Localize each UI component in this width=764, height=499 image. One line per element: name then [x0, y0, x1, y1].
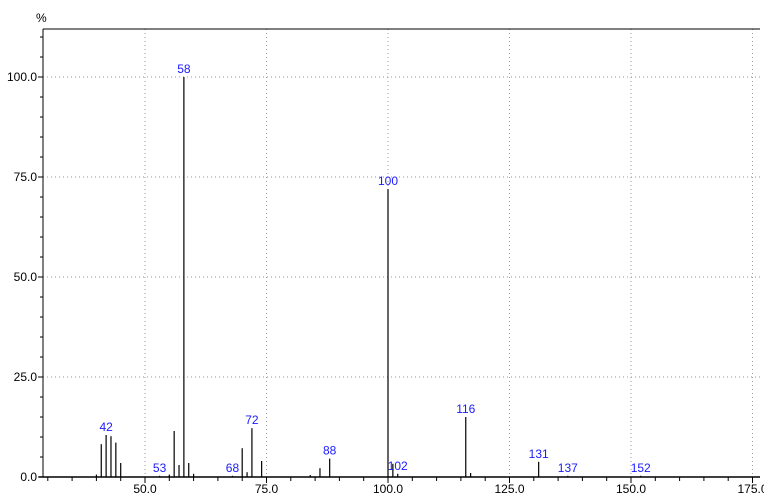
peak-label: 88 — [323, 444, 337, 458]
peak-label: 116 — [456, 402, 475, 416]
peak-label: 102 — [388, 459, 408, 473]
y-tick-label: 0.0 — [20, 470, 37, 484]
y-tick-label: 50.0 — [14, 270, 38, 284]
y-axis-unit-label: % — [36, 11, 47, 25]
spectrum-peaks — [95, 77, 642, 477]
peak-label: 58 — [177, 62, 191, 76]
x-tick-label: 100.0 — [373, 482, 403, 496]
peak-label: 42 — [99, 420, 113, 434]
y-tick-label: 25.0 — [14, 370, 38, 384]
peak-label: 131 — [529, 447, 549, 461]
peak-label: 152 — [631, 461, 651, 475]
x-tick-label: 125.0 — [494, 482, 524, 496]
peak-label: 68 — [226, 461, 240, 475]
peak-label: 53 — [153, 461, 167, 475]
x-tick-label: 175.0 — [737, 482, 764, 496]
x-tick-label: 150.0 — [616, 482, 646, 496]
axes: 0.0 25.0 50.0 75.0 100.0 50.0 75.0 100.0 125.0 15… — [7, 28, 764, 496]
peak-label: 100 — [378, 174, 398, 188]
x-tick-label: 50.0 — [133, 482, 157, 496]
peak-label: 137 — [558, 461, 578, 475]
grid-lines — [43, 29, 760, 477]
y-tick-label: 75.0 — [14, 170, 38, 184]
y-tick-label: 100.0 — [7, 70, 37, 84]
x-tick-label: 75.0 — [255, 482, 279, 496]
peak-labels: 42 53 58 68 72 88 100 102 116 131 137 152 — [99, 62, 651, 475]
peak-label: 72 — [245, 413, 259, 427]
